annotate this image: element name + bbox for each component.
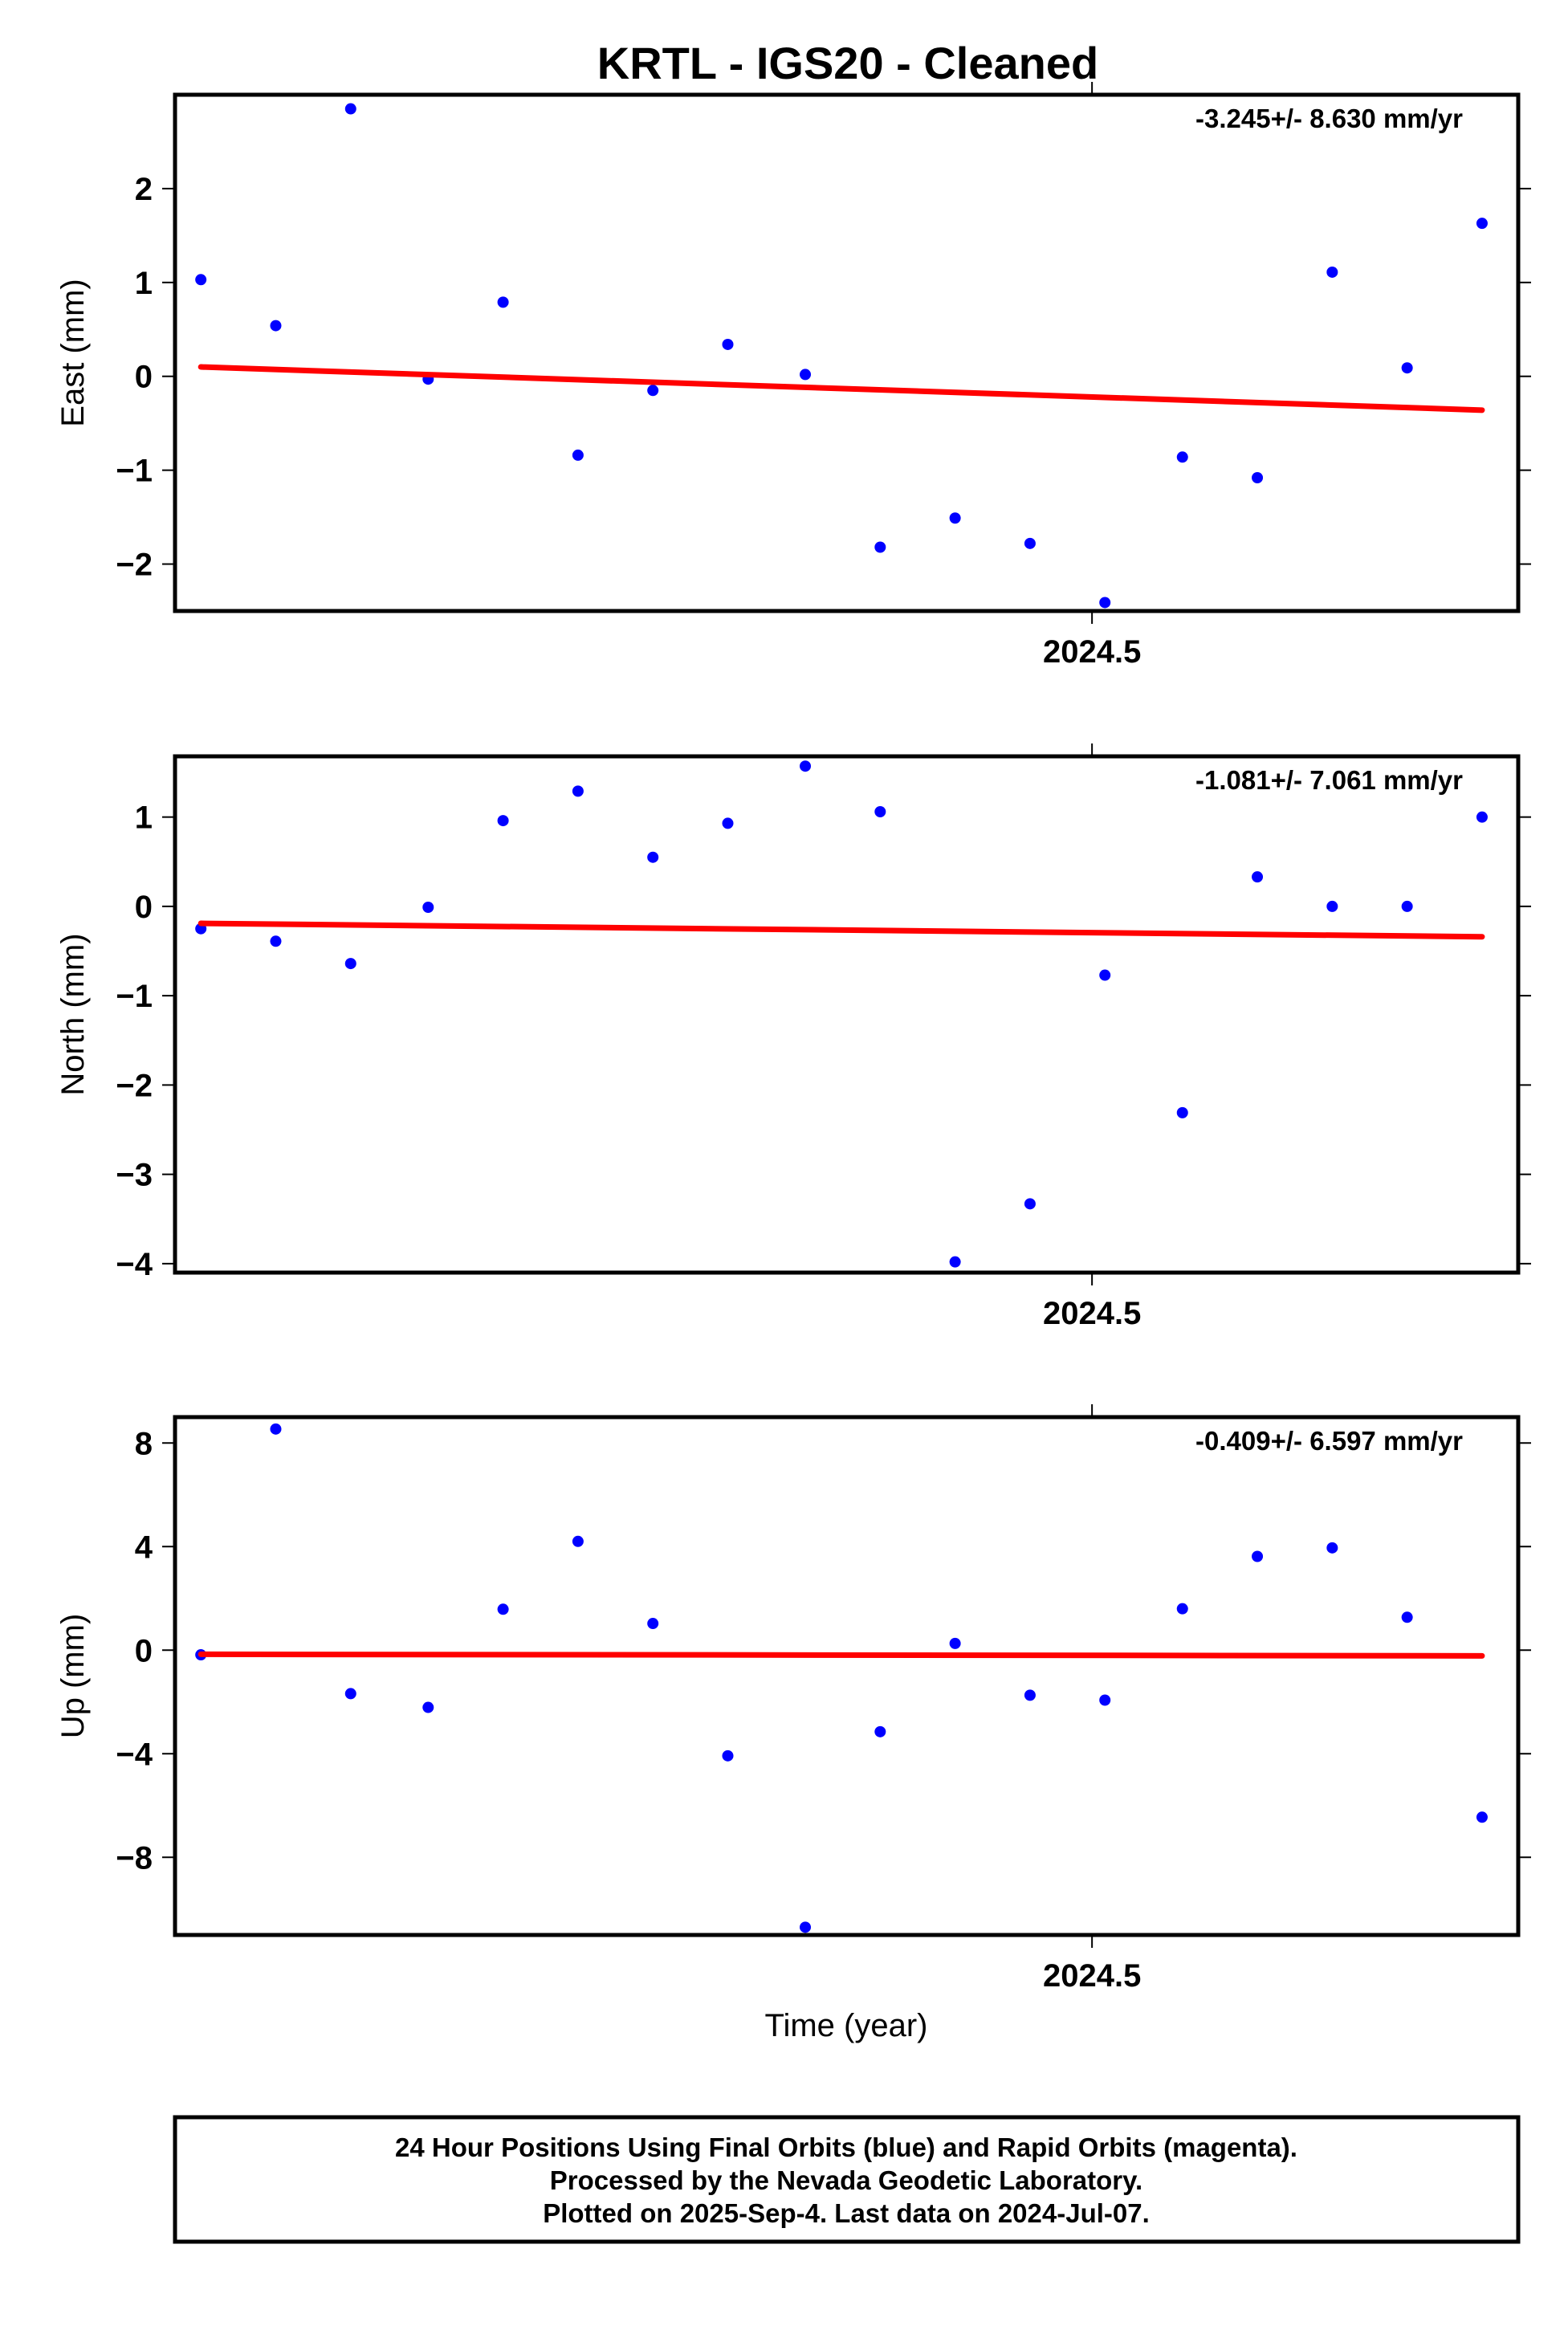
east-ylabel: East (mm)	[55, 279, 91, 426]
north-ytick-label: −2	[116, 1068, 153, 1103]
east-ytick-label: −1	[116, 454, 153, 489]
east-data-point	[1252, 471, 1264, 483]
north-data-point	[800, 760, 812, 772]
north-data-point	[722, 817, 734, 829]
up-data-point	[1252, 1550, 1264, 1562]
north-ytick-label: −3	[116, 1158, 153, 1193]
east-data-point	[874, 541, 886, 553]
up-trend-line	[198, 1651, 1485, 1659]
east-data-point	[647, 385, 659, 397]
east-ytick-label: 0	[135, 360, 153, 395]
up-frame	[173, 1415, 1521, 1937]
up-ylabel: Up (mm)	[55, 1614, 91, 1739]
up-data-point	[1099, 1694, 1111, 1706]
north-data-point	[344, 958, 356, 970]
up-data-point	[1024, 1689, 1036, 1701]
east-data-point	[1099, 597, 1111, 609]
east-panel: −2 −1 0 1 2 2024.5 East (mm) -3.245+/- 8.630 mm…	[55, 82, 1531, 670]
up-ytick-label: −8	[116, 1840, 153, 1876]
up-ytick-label: 0	[135, 1633, 153, 1668]
east-frame	[173, 92, 1521, 613]
east-ytick-label: 1	[135, 266, 153, 301]
north-plot-area	[195, 760, 1488, 1268]
east-xtick-label: 2024.5	[1043, 634, 1141, 670]
east-data-point	[1176, 451, 1188, 463]
north-panel: −4 −3 −2 −1 0 1 2024.5 North (mm) -1.081+/- 7.06…	[55, 743, 1531, 1331]
north-ytick-label: 0	[135, 890, 153, 925]
footer-box: 24 Hour Positions Using Final Orbits (bl…	[173, 2115, 1521, 2244]
up-data-point	[722, 1750, 734, 1762]
east-ytick-label: 2	[135, 172, 153, 207]
up-panel: −8 −4 0 4 8 2024.5 Up (mm) Time (year) -0.409+/-…	[55, 1404, 1531, 2043]
north-data-point	[572, 785, 584, 797]
east-data-point	[572, 449, 584, 461]
north-xtick-label: 2024.5	[1043, 1296, 1141, 1331]
north-data-point	[1252, 871, 1264, 883]
north-data-point	[647, 851, 659, 863]
north-trend-line	[198, 920, 1485, 940]
up-data-point	[572, 1535, 584, 1547]
north-data-point	[1176, 1106, 1188, 1118]
east-data-point	[344, 103, 356, 115]
up-ytick-label: 8	[135, 1426, 153, 1461]
north-data-point	[270, 935, 282, 947]
north-ytick-label: 1	[135, 800, 153, 836]
up-data-point	[1326, 1542, 1338, 1554]
footer-frame	[173, 2115, 1521, 2244]
up-xlabel: Time (year)	[765, 2008, 928, 2043]
east-rate-label: -3.245+/- 8.630 mm/yr	[1195, 104, 1463, 133]
north-data-point	[1326, 900, 1338, 912]
up-data-point	[800, 1921, 812, 1933]
east-trend-line	[198, 364, 1485, 413]
north-rate-label: -1.081+/- 7.061 mm/yr	[1195, 765, 1463, 795]
east-data-point	[1326, 266, 1338, 278]
east-data-point	[1401, 362, 1413, 374]
up-data-point	[1176, 1603, 1188, 1615]
up-xtick-label: 2024.5	[1043, 1958, 1141, 1994]
north-data-point	[874, 805, 886, 817]
east-data-point	[195, 274, 207, 286]
east-data-point	[800, 369, 812, 381]
north-data-point	[422, 902, 434, 914]
east-data-point	[1476, 218, 1488, 230]
up-plot-area	[195, 1423, 1488, 1933]
up-ytick-label: −4	[116, 1737, 153, 1772]
east-ytick-label: −2	[116, 548, 153, 583]
footer-line-1: 24 Hour Positions Using Final Orbits (bl…	[395, 2132, 1297, 2162]
up-data-point	[1401, 1611, 1413, 1623]
north-data-point	[1401, 900, 1413, 912]
north-ytick-label: −1	[116, 979, 153, 1014]
up-rate-label: -0.409+/- 6.597 mm/yr	[1195, 1426, 1463, 1456]
east-data-point	[949, 512, 961, 524]
figure-title: KRTL - IGS20 - Cleaned	[597, 38, 1098, 88]
east-data-point	[497, 296, 509, 308]
north-ytick-label: −4	[116, 1247, 153, 1282]
east-plot-area	[195, 103, 1488, 609]
up-data-point	[270, 1423, 282, 1435]
north-data-point	[1476, 811, 1488, 823]
north-ylabel: North (mm)	[55, 933, 91, 1095]
up-data-point	[949, 1637, 961, 1649]
up-data-point	[647, 1618, 659, 1630]
north-data-point	[1024, 1198, 1036, 1210]
north-data-point	[949, 1256, 961, 1268]
north-data-point	[497, 815, 509, 827]
footer-line-3: Plotted on 2025-Sep-4. Last data on 2024…	[543, 2198, 1150, 2228]
up-data-point	[874, 1725, 886, 1737]
up-data-point	[422, 1701, 434, 1713]
north-data-point	[1099, 969, 1111, 981]
up-data-point	[344, 1688, 356, 1700]
footer-line-2: Processed by the Nevada Geodetic Laborat…	[550, 2165, 1142, 2195]
east-data-point	[270, 320, 282, 332]
east-data-point	[722, 338, 734, 350]
up-data-point	[1476, 1811, 1488, 1823]
east-data-point	[1024, 537, 1036, 549]
up-data-point	[497, 1603, 509, 1615]
up-ytick-label: 4	[135, 1530, 153, 1565]
north-frame	[173, 754, 1521, 1275]
